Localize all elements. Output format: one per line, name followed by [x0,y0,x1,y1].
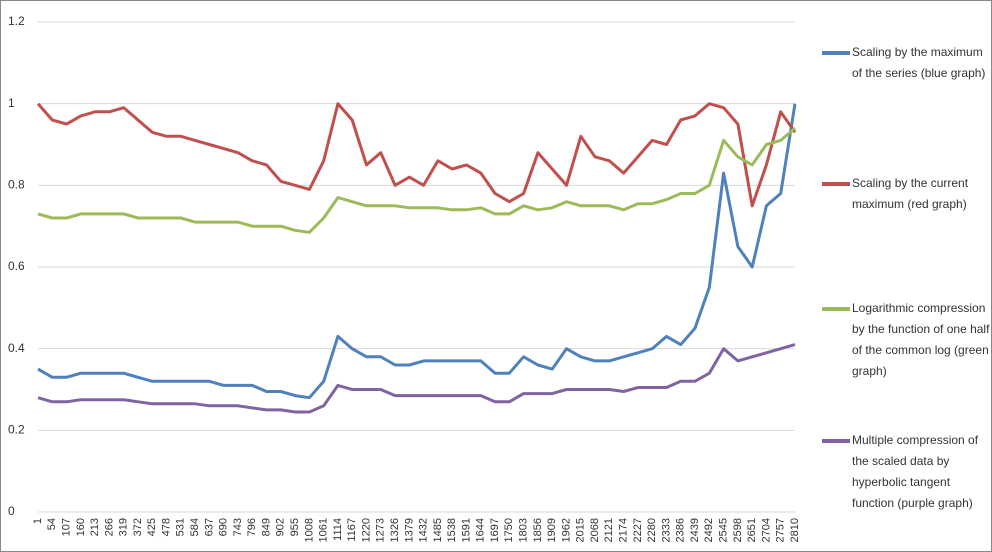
x-tick-label: 1909 [546,518,558,542]
x-tick-label: 1 [32,518,44,524]
x-tick-label: 1326 [389,518,401,542]
series-line [37,127,796,234]
y-tick-label: 1 [8,96,15,110]
y-tick-label: 0.8 [8,178,25,192]
x-tick-label: 2598 [732,518,744,542]
x-tick-label: 902 [275,518,287,536]
y-tick-label: 0.2 [8,423,25,437]
x-tick-label: 1432 [418,518,430,542]
series-line [36,102,797,208]
x-tick-label: 1962 [560,518,572,542]
legend-label: Multiple compression of the scaled data … [852,433,979,510]
y-tick-label: 0.6 [8,259,25,273]
x-tick-label: 1644 [475,518,487,542]
x-tick-label: 2757 [775,518,787,542]
x-tick-label: 584 [189,518,201,536]
x-tick-label: 2651 [746,518,758,542]
x-tick-label: 1379 [403,518,415,542]
x-tick-label: 319 [118,518,130,536]
x-tick-label: 1273 [375,518,387,542]
x-tick-label: 2545 [717,518,729,542]
legend-swatch [822,307,850,311]
legend-label: Scaling by the maximum of the series (bl… [852,45,986,80]
x-tick-label: 1538 [446,518,458,542]
x-tick-label: 2015 [575,518,587,542]
x-tick-label: 2810 [789,518,801,542]
legend-swatch [822,439,850,443]
x-tick-label: 107 [60,518,72,536]
x-tick-label: 849 [260,518,272,536]
y-tick-label: 1.2 [8,14,25,28]
x-tick-label: 160 [75,518,87,536]
series-line [37,103,797,400]
x-tick-label: 637 [203,518,215,536]
legend-swatch [822,51,850,55]
x-tick-label: 213 [89,518,101,536]
x-tick-label: 2174 [618,518,630,542]
x-tick-label: 2704 [760,518,772,542]
x-tick-label: 1008 [303,518,315,542]
x-tick-label: 1485 [432,518,444,542]
x-tick-label: 690 [218,518,230,536]
x-tick-label: 2439 [689,518,701,542]
x-tick-label: 1220 [360,518,372,542]
legend-label: Scaling by the current maximum (red grap… [852,176,969,211]
y-tick-label: 0.4 [8,341,25,355]
x-tick-label: 531 [175,518,187,536]
x-tick-label: 2280 [646,518,658,542]
legend-swatch [822,182,850,186]
x-tick-label: 743 [232,518,244,536]
x-tick-label: 425 [146,518,158,536]
x-tick-label: 1167 [346,518,358,542]
y-tick-label: 0 [8,504,15,518]
x-tick-label: 1856 [532,518,544,542]
x-tick-label: 2333 [660,518,672,542]
x-tick-label: 478 [160,518,172,536]
x-tick-label: 2068 [589,518,601,542]
x-tick-label: 1114 [332,518,344,541]
x-tick-label: 266 [103,518,115,536]
series-line [37,343,796,414]
x-tick-label: 796 [246,518,258,536]
x-tick-label: 1591 [460,518,472,542]
x-tick-label: 955 [289,518,301,536]
x-tick-label: 372 [132,518,144,536]
x-tick-label: 1750 [503,518,515,542]
x-tick-label: 1803 [518,518,530,542]
x-tick-label: 2227 [632,518,644,542]
x-tick-label: 2121 [603,518,615,542]
x-tick-label: 2386 [675,518,687,542]
x-tick-label: 1697 [489,518,501,542]
legend-label: Logarithmic compression by the function … [852,301,990,378]
x-tick-label: 1061 [318,518,330,542]
x-tick-label: 2492 [703,518,715,542]
x-tick-label: 54 [46,518,58,530]
